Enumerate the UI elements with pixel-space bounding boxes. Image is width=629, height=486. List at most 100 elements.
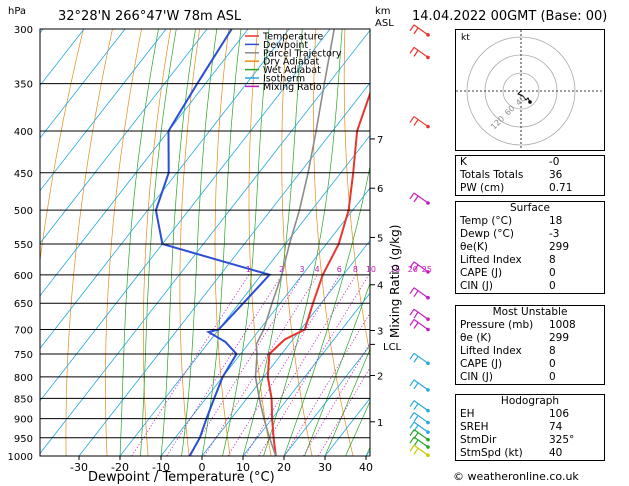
x-tick-label: 20	[277, 461, 291, 474]
km-label: km	[375, 6, 391, 17]
wind-barb	[413, 436, 429, 448]
wind-barb-flag	[413, 322, 419, 329]
wind-barb	[413, 444, 429, 456]
isotherm	[40, 29, 85, 87]
pressure-tick-label: 950	[14, 434, 33, 445]
wind-barb-flag	[409, 308, 415, 316]
indices-table: K -0 Totals Totals 36 PW (cm) 0.71	[455, 155, 605, 196]
dry-adiabat	[179, 29, 201, 456]
surface-value: 299	[549, 241, 570, 253]
wind-barb-flag	[413, 439, 419, 447]
surface-value: 0	[549, 280, 556, 292]
index-label: PW (cm)	[460, 182, 505, 194]
isotherm	[40, 29, 249, 297]
pressure-tick-label: 450	[14, 169, 33, 180]
isotherm	[283, 345, 370, 456]
wind-barb-flag	[413, 27, 419, 35]
lcl-label: LCL	[383, 342, 402, 353]
mixing-ratio-label: 8	[353, 265, 358, 274]
pressure-tick-label: 550	[14, 240, 33, 251]
legend-label: Parcel Trajectory	[263, 48, 342, 59]
hpa-label: hPa	[8, 6, 27, 17]
wind-barb-flag	[413, 355, 419, 363]
hodo-ring-label: 60	[503, 104, 517, 118]
wind-barb-dot	[426, 420, 430, 425]
mu-label: Pressure (mb)	[460, 319, 534, 331]
wind-barb-dot	[426, 317, 430, 322]
dry-adiabat	[343, 29, 370, 356]
wind-barb-flag	[409, 444, 415, 452]
legend-label: Mixing Ratio	[263, 82, 322, 93]
mu-label: CIN (J)	[460, 371, 493, 383]
mixing-ratio-line	[131, 274, 250, 456]
wind-barb-dot	[426, 445, 430, 449]
hodo-value: 106	[549, 408, 570, 420]
wind-barb-dot	[426, 33, 430, 37]
wind-barb-dot	[426, 437, 430, 442]
location-title: 32°28'N 266°47'W 78m ASL	[58, 9, 242, 24]
mu-value: 8	[549, 345, 556, 357]
most-unstable-title: Most Unstable	[492, 306, 568, 318]
legend-label: Temperature	[262, 32, 323, 43]
km-tick-label: 4	[377, 281, 383, 292]
profile-lines	[154, 29, 370, 456]
x-tick-label: -30	[70, 461, 88, 474]
wind-barb-flag	[413, 195, 419, 203]
pressure-tick-label: 750	[14, 350, 33, 361]
mixing-ratio-label: 4	[315, 265, 320, 274]
wind-barb-flag	[413, 382, 419, 390]
x-tick-label: 0	[199, 461, 206, 474]
surface-label: θe(K)	[460, 241, 488, 253]
index-value: 0.71	[549, 182, 573, 194]
isotherm	[40, 29, 370, 455]
x-axis-label: Dewpoint / Temperature (°C)	[88, 470, 275, 485]
mixing-ratio-line	[244, 274, 357, 456]
surface-label: Temp (°C)	[460, 215, 513, 227]
isotherm	[40, 29, 290, 349]
pressure-tick-label: 800	[14, 373, 33, 384]
isotherm	[78, 82, 370, 456]
wind-barb-flag	[409, 319, 415, 326]
index-label: K	[460, 156, 467, 168]
wind-barb-flag	[409, 47, 415, 54]
pressure-tick-label: 650	[14, 299, 33, 310]
wind-barb	[413, 400, 429, 412]
wind-barb-flag	[409, 192, 415, 200]
mu-value: 0	[549, 371, 556, 383]
dry-adiabat	[607, 29, 629, 456]
wind-barb-flag	[409, 287, 415, 295]
surface-value: 18	[549, 215, 563, 227]
wind-barb-flag	[413, 119, 419, 126]
wet-adiabat	[181, 29, 218, 456]
profile-parcel-trajectory	[254, 29, 335, 456]
hodograph-panel: kt 40 60 120	[455, 29, 605, 151]
wind-barb-flag	[409, 429, 415, 437]
index-value: 36	[549, 169, 563, 181]
wind-barb	[413, 352, 429, 364]
hodo-label: StmDir	[460, 434, 497, 446]
mu-value: 299	[549, 332, 570, 344]
wind-barb	[413, 379, 429, 391]
isotherm	[40, 29, 126, 139]
wet-adiabat	[345, 400, 370, 456]
hodo-value: 40	[549, 447, 563, 459]
wind-barb-dot	[426, 388, 430, 392]
mu-label: CAPE (J)	[460, 358, 503, 370]
km-tick-label: 7	[377, 135, 383, 146]
wind-barb-dot	[426, 453, 430, 458]
wind-barb-flag	[413, 447, 419, 455]
mixing-ratio-label: 1	[246, 265, 251, 274]
mixing-ratio-label: 3	[300, 265, 305, 274]
wind-barb-dot	[426, 55, 430, 60]
hodo-label: SREH	[460, 421, 489, 433]
mu-label: Lifted Index	[460, 345, 522, 357]
x-tick-label: 30	[318, 461, 332, 474]
mixing-ratio-label: 25	[422, 265, 432, 274]
wind-barb-flag	[409, 116, 415, 123]
copyright[interactable]: © weatheronline.co.uk	[453, 470, 579, 483]
index-value: -0	[549, 156, 560, 168]
mu-value: 1008	[549, 319, 576, 331]
hodo-label: StmSpd (kt)	[460, 447, 523, 459]
dry-adiabat	[40, 29, 84, 264]
